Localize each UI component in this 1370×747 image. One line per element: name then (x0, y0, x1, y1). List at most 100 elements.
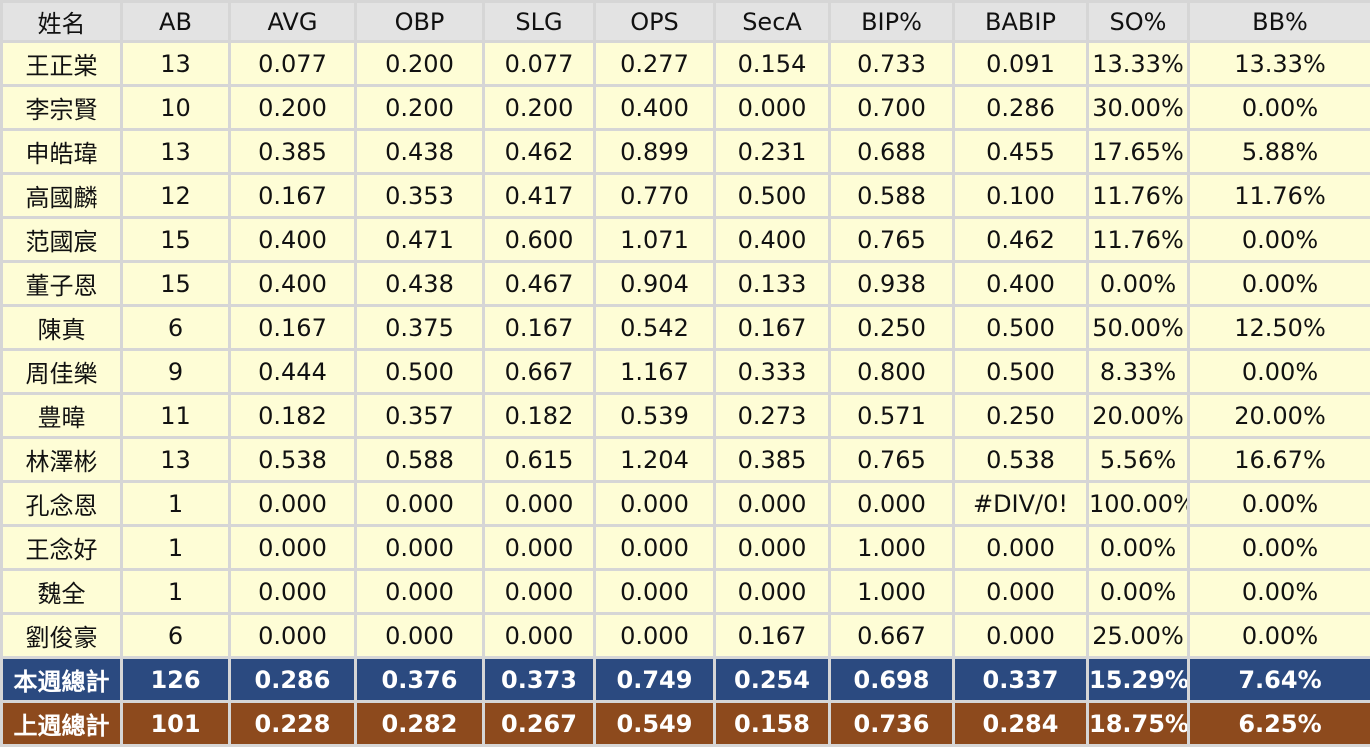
total-cell-ops: 0.749 (595, 658, 715, 702)
total-cell-label: 本週總計 (2, 658, 122, 702)
column-header-bip-pct: BIP% (830, 2, 954, 42)
cell-so-pct: 25.00% (1088, 614, 1189, 658)
cell-ops: 0.904 (595, 262, 715, 306)
cell-obp: 0.375 (356, 306, 484, 350)
cell-seca: 0.273 (715, 394, 830, 438)
total-cell-obp: 0.376 (356, 658, 484, 702)
total-cell-slg: 0.373 (484, 658, 595, 702)
cell-avg: 0.000 (230, 614, 356, 658)
cell-so-pct: 30.00% (1088, 86, 1189, 130)
cell-bip-pct: 1.000 (830, 526, 954, 570)
cell-babip: 0.400 (954, 262, 1088, 306)
cell-bip-pct: 0.000 (830, 482, 954, 526)
cell-babip: 0.538 (954, 438, 1088, 482)
column-header-seca: SecA (715, 2, 830, 42)
cell-so-pct: 0.00% (1088, 526, 1189, 570)
cell-bb-pct: 0.00% (1189, 218, 1370, 262)
cell-ab: 15 (122, 218, 230, 262)
cell-avg: 0.538 (230, 438, 356, 482)
cell-slg: 0.000 (484, 570, 595, 614)
cell-so-pct: 11.76% (1088, 174, 1189, 218)
cell-ab: 15 (122, 262, 230, 306)
cell-ab: 12 (122, 174, 230, 218)
cell-player-name: 魏全 (2, 570, 122, 614)
cell-bb-pct: 5.88% (1189, 130, 1370, 174)
cell-bb-pct: 0.00% (1189, 86, 1370, 130)
cell-obp: 0.000 (356, 526, 484, 570)
cell-babip: 0.000 (954, 570, 1088, 614)
cell-player-name: 周佳樂 (2, 350, 122, 394)
cell-seca: 0.500 (715, 174, 830, 218)
cell-ops: 1.167 (595, 350, 715, 394)
cell-bip-pct: 0.688 (830, 130, 954, 174)
cell-avg: 0.000 (230, 570, 356, 614)
cell-seca: 0.133 (715, 262, 830, 306)
total-cell-seca: 0.158 (715, 702, 830, 746)
cell-obp: 0.000 (356, 482, 484, 526)
cell-ops: 0.000 (595, 570, 715, 614)
cell-slg: 0.615 (484, 438, 595, 482)
total-cell-slg: 0.267 (484, 702, 595, 746)
cell-player-name: 王正棠 (2, 42, 122, 86)
cell-so-pct: 17.65% (1088, 130, 1189, 174)
total-cell-ab: 101 (122, 702, 230, 746)
cell-seca: 0.400 (715, 218, 830, 262)
cell-seca: 0.385 (715, 438, 830, 482)
cell-slg: 0.077 (484, 42, 595, 86)
cell-bip-pct: 0.250 (830, 306, 954, 350)
cell-bb-pct: 13.33% (1189, 42, 1370, 86)
cell-ab: 9 (122, 350, 230, 394)
cell-ops: 0.000 (595, 526, 715, 570)
cell-ops: 1.071 (595, 218, 715, 262)
cell-slg: 0.417 (484, 174, 595, 218)
cell-obp: 0.200 (356, 86, 484, 130)
cell-ab: 13 (122, 438, 230, 482)
cell-seca: 0.000 (715, 526, 830, 570)
cell-babip: 0.500 (954, 350, 1088, 394)
cell-player-name: 孔念恩 (2, 482, 122, 526)
cell-avg: 0.200 (230, 86, 356, 130)
cell-bb-pct: 0.00% (1189, 570, 1370, 614)
cell-seca: 0.167 (715, 614, 830, 658)
cell-seca: 0.333 (715, 350, 830, 394)
total-cell-so-pct: 18.75% (1088, 702, 1189, 746)
cell-avg: 0.077 (230, 42, 356, 86)
cell-ab: 10 (122, 86, 230, 130)
total-cell-bip-pct: 0.698 (830, 658, 954, 702)
cell-slg: 0.167 (484, 306, 595, 350)
cell-bb-pct: 0.00% (1189, 350, 1370, 394)
cell-slg: 0.200 (484, 86, 595, 130)
cell-player-name: 陳真 (2, 306, 122, 350)
cell-ab: 13 (122, 130, 230, 174)
cell-avg: 0.167 (230, 306, 356, 350)
cell-avg: 0.000 (230, 482, 356, 526)
cell-bip-pct: 0.765 (830, 218, 954, 262)
cell-bip-pct: 0.700 (830, 86, 954, 130)
column-header-babip: BABIP (954, 2, 1088, 42)
column-header-ops: OPS (595, 2, 715, 42)
cell-bb-pct: 0.00% (1189, 262, 1370, 306)
cell-seca: 0.167 (715, 306, 830, 350)
cell-player-name: 范國宸 (2, 218, 122, 262)
total-cell-label: 上週總計 (2, 702, 122, 746)
cell-obp: 0.438 (356, 130, 484, 174)
cell-ops: 0.539 (595, 394, 715, 438)
cell-bb-pct: 0.00% (1189, 614, 1370, 658)
total-cell-ops: 0.549 (595, 702, 715, 746)
cell-ops: 0.000 (595, 482, 715, 526)
cell-ab: 11 (122, 394, 230, 438)
total-cell-avg: 0.228 (230, 702, 356, 746)
cell-seca: 0.154 (715, 42, 830, 86)
cell-bip-pct: 0.571 (830, 394, 954, 438)
cell-slg: 0.000 (484, 526, 595, 570)
cell-babip: 0.500 (954, 306, 1088, 350)
total-cell-bb-pct: 7.64% (1189, 658, 1370, 702)
